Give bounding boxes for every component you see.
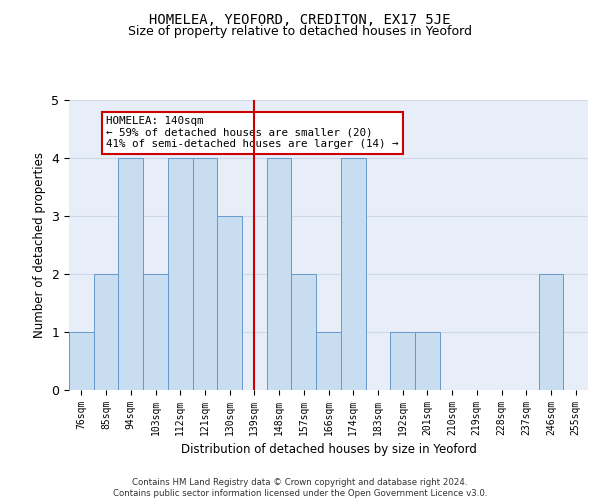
Y-axis label: Number of detached properties: Number of detached properties [33,152,46,338]
Bar [341,158,365,390]
Bar [143,274,168,390]
Bar [292,274,316,390]
Bar [118,158,143,390]
Bar [267,158,292,390]
Text: HOMELEA: 140sqm
← 59% of detached houses are smaller (20)
41% of semi-detached h: HOMELEA: 140sqm ← 59% of detached houses… [106,116,398,150]
Bar [168,158,193,390]
Text: Contains HM Land Registry data © Crown copyright and database right 2024.
Contai: Contains HM Land Registry data © Crown c… [113,478,487,498]
Bar [415,332,440,390]
Text: Size of property relative to detached houses in Yeoford: Size of property relative to detached ho… [128,25,472,38]
Bar [94,274,118,390]
Bar [316,332,341,390]
Text: HOMELEA, YEOFORD, CREDITON, EX17 5JE: HOMELEA, YEOFORD, CREDITON, EX17 5JE [149,12,451,26]
Bar [193,158,217,390]
Bar [69,332,94,390]
Bar [539,274,563,390]
Bar [217,216,242,390]
X-axis label: Distribution of detached houses by size in Yeoford: Distribution of detached houses by size … [181,444,476,456]
Bar [390,332,415,390]
